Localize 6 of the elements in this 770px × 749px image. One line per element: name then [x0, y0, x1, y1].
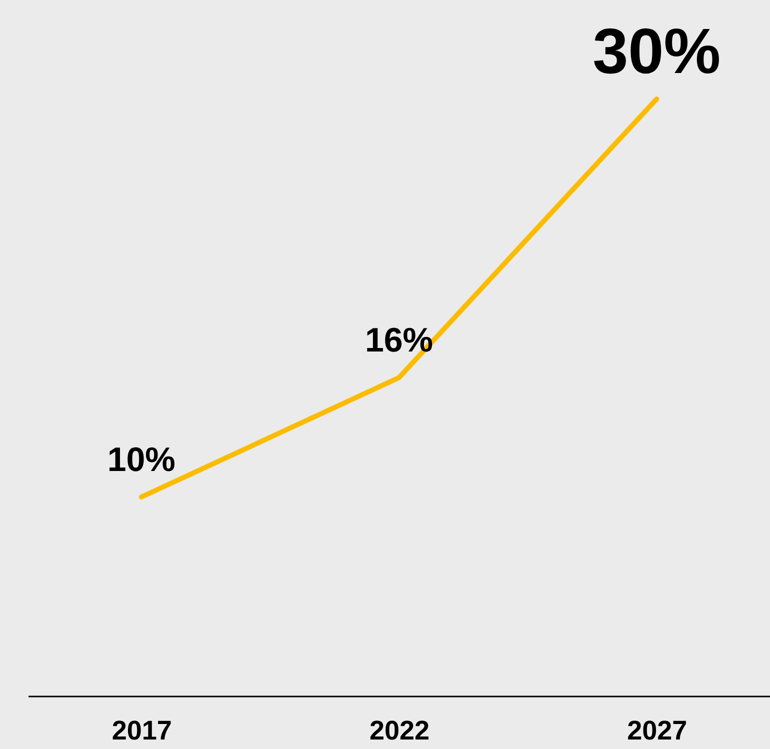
x-tick-label: 2027 [627, 716, 688, 746]
data-label: 16% [364, 322, 434, 360]
x-tick-label: 2017 [112, 716, 172, 746]
x-tick-label: 2022 [369, 716, 430, 746]
data-label: 30% [592, 15, 721, 87]
data-label: 10% [107, 441, 176, 479]
